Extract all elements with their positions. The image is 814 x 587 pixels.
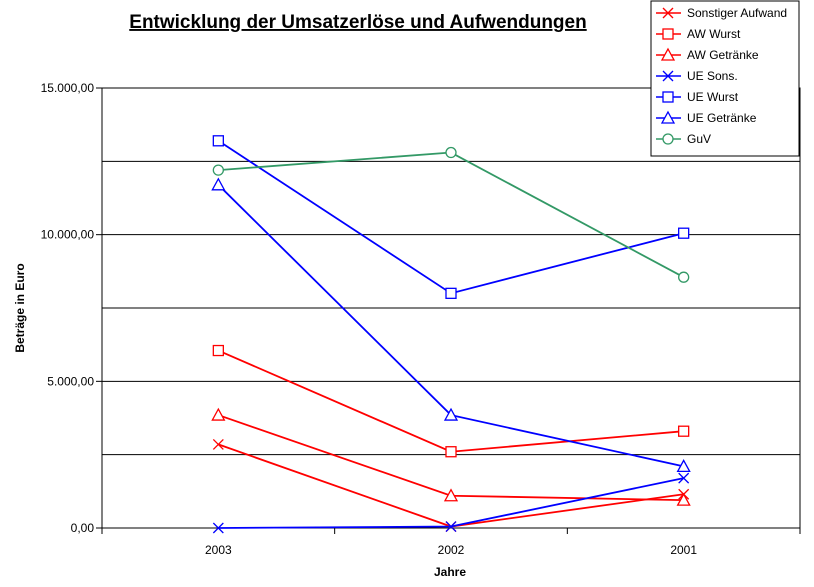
- chart-title: Entwicklung der Umsatzerlöse und Aufwend…: [129, 12, 586, 33]
- legend-label: GuV: [687, 132, 711, 146]
- data-point: [212, 164, 224, 176]
- data-point: [212, 438, 224, 450]
- legend-label: AW Wurst: [687, 27, 741, 41]
- data-point: [678, 227, 690, 239]
- legend-marker: [662, 133, 674, 145]
- data-point: [678, 472, 690, 484]
- data-point: [443, 488, 459, 502]
- legend-marker: [662, 91, 674, 103]
- x-tick-label: 2003: [205, 543, 232, 557]
- data-point: [211, 177, 226, 191]
- data-point: [445, 146, 457, 159]
- data-point: [211, 407, 226, 421]
- y-tick-label: 5.000,00: [47, 374, 94, 388]
- data-point: [212, 522, 224, 534]
- legend-label: UE Getränke: [687, 111, 757, 125]
- data-point: [678, 271, 690, 283]
- legend: Sonstiger Aufwand AW Wurst AW Getränke UE S…: [650, 0, 800, 157]
- data-point: [676, 492, 691, 506]
- x-tick-label: 2001: [670, 543, 697, 557]
- x-tick-label: 2002: [438, 543, 465, 557]
- legend-marker: [660, 47, 676, 61]
- legend-marker: [662, 28, 674, 40]
- y-tick-label: 10.000,00: [41, 228, 95, 242]
- data-point: [445, 521, 457, 532]
- data-point: [676, 459, 691, 473]
- legend-label: Sonstiger Aufwand: [687, 6, 787, 20]
- y-tick-label: 15.000,00: [41, 81, 95, 95]
- legend-marker: [662, 70, 674, 82]
- data-point: [212, 344, 224, 357]
- legend-label: UE Sons.: [687, 69, 738, 83]
- data-point: [443, 407, 459, 421]
- legend-label: AW Getränke: [687, 48, 759, 62]
- data-point: [445, 446, 457, 458]
- data-point: [212, 135, 224, 147]
- legend-box: [650, 0, 800, 157]
- legend-label: UE Wurst: [687, 90, 739, 104]
- plot-area: 0,00 5.000,00 10.000,00 15.000,00 2003 2002 20…: [41, 81, 801, 557]
- legend-marker: [660, 110, 676, 124]
- y-axis-label: Beträge in Euro: [13, 263, 27, 352]
- legend-marker: [662, 7, 674, 19]
- data-point: [678, 425, 690, 437]
- y-tick-label: 0,00: [71, 521, 95, 535]
- data-point: [445, 287, 457, 299]
- x-axis-label: Jahre: [434, 565, 466, 579]
